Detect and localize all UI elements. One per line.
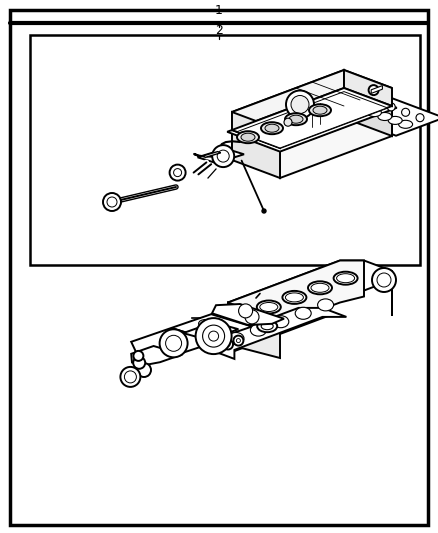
Circle shape bbox=[286, 91, 314, 118]
Ellipse shape bbox=[257, 320, 277, 332]
Ellipse shape bbox=[334, 272, 357, 285]
Circle shape bbox=[212, 145, 234, 167]
Ellipse shape bbox=[265, 124, 279, 132]
Ellipse shape bbox=[336, 274, 355, 282]
Circle shape bbox=[133, 357, 145, 369]
Ellipse shape bbox=[285, 113, 307, 125]
Circle shape bbox=[226, 343, 230, 346]
Circle shape bbox=[239, 304, 253, 318]
Ellipse shape bbox=[228, 333, 244, 344]
Polygon shape bbox=[131, 328, 216, 358]
Ellipse shape bbox=[318, 299, 334, 311]
Ellipse shape bbox=[399, 120, 413, 128]
Polygon shape bbox=[208, 289, 352, 343]
Ellipse shape bbox=[263, 131, 281, 141]
Ellipse shape bbox=[335, 104, 353, 114]
Polygon shape bbox=[237, 92, 387, 148]
Circle shape bbox=[372, 268, 396, 292]
Polygon shape bbox=[232, 88, 392, 148]
Circle shape bbox=[159, 329, 187, 357]
Ellipse shape bbox=[286, 293, 304, 302]
Circle shape bbox=[245, 310, 259, 324]
Circle shape bbox=[262, 209, 266, 213]
Circle shape bbox=[237, 338, 240, 343]
Ellipse shape bbox=[313, 106, 327, 114]
Circle shape bbox=[134, 351, 143, 361]
Polygon shape bbox=[208, 307, 328, 352]
Polygon shape bbox=[232, 91, 344, 160]
Circle shape bbox=[166, 335, 182, 351]
Circle shape bbox=[120, 367, 141, 387]
Polygon shape bbox=[340, 96, 438, 136]
Circle shape bbox=[369, 85, 378, 95]
Ellipse shape bbox=[257, 301, 281, 313]
Ellipse shape bbox=[295, 308, 311, 319]
Circle shape bbox=[416, 114, 424, 122]
Polygon shape bbox=[212, 304, 284, 325]
Polygon shape bbox=[183, 322, 238, 340]
Polygon shape bbox=[232, 70, 392, 130]
Polygon shape bbox=[232, 70, 344, 130]
Polygon shape bbox=[171, 314, 252, 340]
Circle shape bbox=[173, 168, 182, 176]
Ellipse shape bbox=[367, 109, 381, 117]
Polygon shape bbox=[227, 88, 397, 151]
Circle shape bbox=[203, 325, 225, 347]
Ellipse shape bbox=[289, 115, 303, 123]
Polygon shape bbox=[198, 149, 244, 163]
Text: 1: 1 bbox=[215, 4, 223, 18]
Circle shape bbox=[291, 95, 309, 114]
Ellipse shape bbox=[378, 112, 392, 120]
Ellipse shape bbox=[311, 113, 329, 123]
Ellipse shape bbox=[309, 104, 331, 116]
Polygon shape bbox=[344, 91, 392, 136]
Polygon shape bbox=[232, 112, 280, 148]
Polygon shape bbox=[131, 346, 182, 365]
Ellipse shape bbox=[198, 319, 212, 327]
Polygon shape bbox=[228, 303, 280, 358]
Bar bbox=[30, 35, 420, 265]
Circle shape bbox=[402, 108, 410, 116]
Polygon shape bbox=[202, 151, 221, 157]
Ellipse shape bbox=[283, 291, 307, 304]
Circle shape bbox=[196, 318, 232, 354]
Polygon shape bbox=[228, 261, 364, 344]
Ellipse shape bbox=[217, 329, 231, 337]
Ellipse shape bbox=[273, 316, 289, 328]
Ellipse shape bbox=[251, 324, 266, 336]
Polygon shape bbox=[344, 70, 392, 106]
Ellipse shape bbox=[287, 122, 305, 132]
Circle shape bbox=[223, 340, 233, 350]
Circle shape bbox=[233, 336, 244, 345]
Circle shape bbox=[124, 371, 136, 383]
Circle shape bbox=[107, 197, 117, 207]
Ellipse shape bbox=[260, 303, 278, 311]
Ellipse shape bbox=[308, 281, 332, 294]
Ellipse shape bbox=[261, 322, 273, 330]
Ellipse shape bbox=[388, 116, 402, 124]
Ellipse shape bbox=[237, 131, 259, 143]
Polygon shape bbox=[232, 91, 392, 151]
Circle shape bbox=[137, 363, 151, 377]
Circle shape bbox=[284, 118, 292, 126]
Circle shape bbox=[208, 331, 219, 341]
Circle shape bbox=[170, 165, 186, 181]
Text: 2: 2 bbox=[215, 25, 223, 37]
Circle shape bbox=[377, 273, 391, 287]
Ellipse shape bbox=[311, 284, 329, 292]
Polygon shape bbox=[228, 261, 392, 322]
Circle shape bbox=[387, 103, 395, 111]
Circle shape bbox=[103, 193, 121, 211]
Circle shape bbox=[217, 150, 229, 162]
Polygon shape bbox=[280, 109, 392, 178]
Polygon shape bbox=[371, 86, 382, 93]
Ellipse shape bbox=[241, 133, 255, 141]
Polygon shape bbox=[232, 133, 280, 178]
Polygon shape bbox=[208, 289, 304, 343]
Polygon shape bbox=[210, 308, 346, 359]
Ellipse shape bbox=[261, 122, 283, 134]
